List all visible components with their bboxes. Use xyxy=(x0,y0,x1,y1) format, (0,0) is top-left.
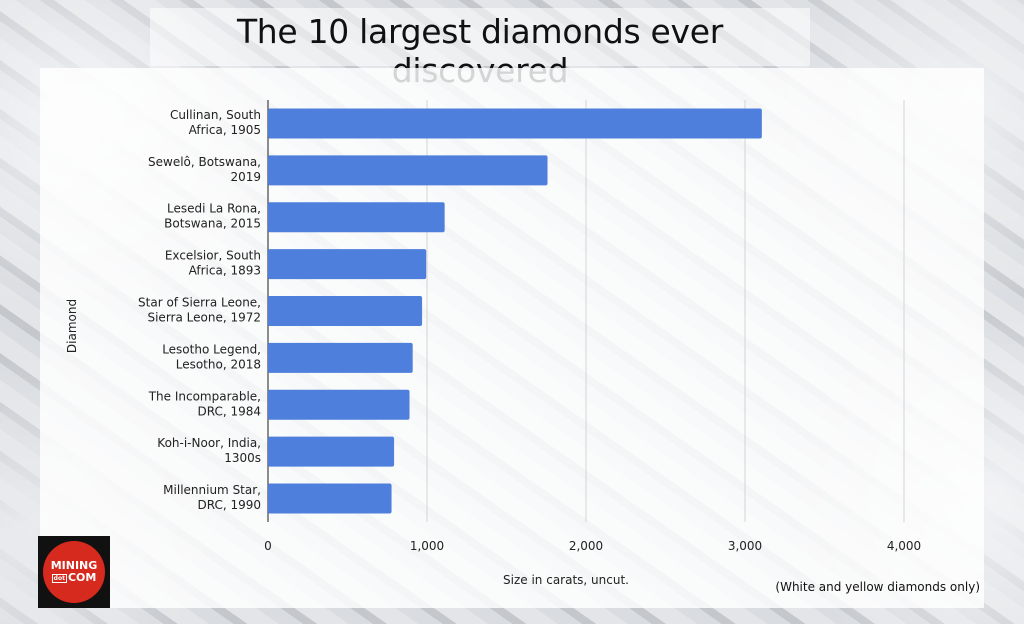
category-label: DRC, 1990 xyxy=(197,498,261,512)
x-tick-label: 1,000 xyxy=(410,539,444,553)
category-label: Africa, 1893 xyxy=(189,264,261,278)
category-label: Lesotho, 2018 xyxy=(176,357,261,371)
bar xyxy=(268,342,413,373)
category-label: Sierra Leone, 1972 xyxy=(147,311,261,325)
bar xyxy=(268,108,762,139)
x-tick-label: 3,000 xyxy=(728,539,762,553)
category-label: DRC, 1984 xyxy=(197,404,261,418)
bar xyxy=(268,483,392,514)
footnote: (White and yellow diamonds only) xyxy=(775,580,980,594)
y-axis-title: Diamond xyxy=(65,299,79,353)
bar xyxy=(268,249,427,280)
x-tick-label: 2,000 xyxy=(569,539,603,553)
category-label: Star of Sierra Leone, xyxy=(138,296,261,310)
category-label: Cullinan, South xyxy=(170,108,261,122)
category-label: 1300s xyxy=(224,451,261,465)
x-tick-label: 0 xyxy=(264,539,272,553)
title-band xyxy=(150,8,810,66)
logo-badge: dot xyxy=(51,573,67,583)
mining-com-logo: MINING dot COM xyxy=(38,536,110,608)
category-label: Africa, 1905 xyxy=(189,123,261,137)
logo-text-com: COM xyxy=(67,571,97,584)
category-label: Koh-i-Noor, India, xyxy=(157,436,261,450)
category-label: Excelsior, South xyxy=(165,249,261,263)
category-label: 2019 xyxy=(230,170,261,184)
bar xyxy=(268,436,395,467)
chart-panel: 0 1,000 2,000 3,000 4,000 Cullinan, South Afri… xyxy=(40,68,984,608)
category-label: Lesotho Legend, xyxy=(162,342,261,356)
bar xyxy=(268,389,410,420)
bar xyxy=(268,202,445,233)
bar xyxy=(268,155,548,186)
x-tick-label: 4,000 xyxy=(887,539,921,553)
x-axis-title: Size in carats, uncut. xyxy=(503,573,629,587)
category-label: Lesedi La Rona, xyxy=(167,202,261,216)
category-label: The Incomparable, xyxy=(148,389,261,403)
logo-disc: MINING dot COM xyxy=(43,541,105,603)
category-label: Millennium Star, xyxy=(163,483,261,497)
category-label: Sewelô, Botswana, xyxy=(148,155,261,169)
bar xyxy=(268,295,423,327)
logo-text-top: MINING xyxy=(50,559,98,572)
category-label: Botswana, 2015 xyxy=(164,217,261,231)
logo-text-bottom: dot COM xyxy=(51,571,97,584)
